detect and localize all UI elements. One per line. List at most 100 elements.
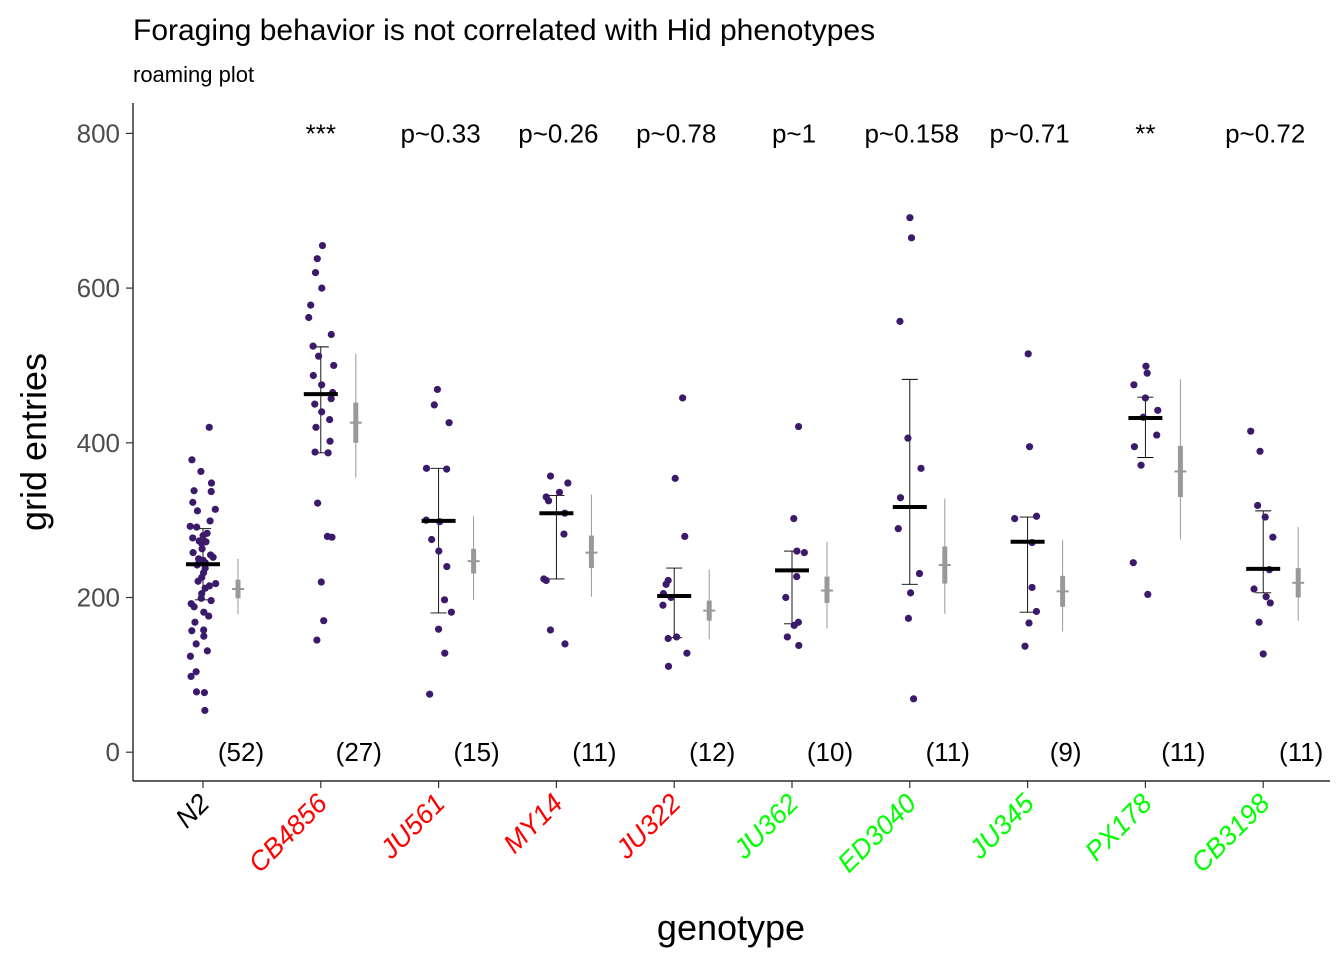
data-point-cb4856 (307, 301, 315, 309)
data-point-n2 (211, 505, 219, 513)
data-point-px178 (1130, 381, 1138, 389)
data-point-ed3040 (894, 525, 902, 533)
data-point-n2 (192, 640, 200, 648)
data-point-my14 (542, 576, 550, 585)
data-point-cb4856 (326, 415, 334, 424)
data-point-px178 (1142, 362, 1150, 370)
data-point-ju322 (662, 580, 670, 588)
x-tick-label-cb4856: CB4856 (243, 787, 334, 878)
data-point-cb4856 (327, 330, 335, 339)
data-point-cb3198 (1269, 533, 1277, 541)
data-point-n2 (209, 553, 217, 561)
data-point-px178 (1130, 443, 1138, 451)
significance-label-px178: ** (1135, 118, 1155, 148)
data-point-n2 (200, 689, 209, 697)
data-point-cb4856 (327, 395, 335, 403)
x-tick-label-my14: MY14 (498, 788, 569, 859)
data-point-ju345 (1024, 350, 1032, 358)
data-point-px178 (1137, 461, 1145, 469)
data-point-ju561 (428, 535, 436, 544)
data-point-px178 (1143, 369, 1151, 377)
y-tick-label: 400 (77, 428, 120, 458)
data-point-ju322 (681, 532, 689, 540)
data-point-n2 (199, 532, 207, 540)
data-point-ju345 (1032, 607, 1041, 616)
chart-title: Foraging behavior is not correlated with… (133, 14, 875, 47)
data-point-ju561 (443, 465, 451, 473)
data-point-ju561 (441, 649, 449, 657)
data-point-ju561 (433, 385, 442, 394)
data-point-ju322 (664, 662, 673, 670)
data-point-px178 (1129, 559, 1137, 567)
data-point-ju362 (790, 515, 798, 523)
data-point-cb4856 (318, 381, 326, 389)
data-point-ju561 (430, 401, 438, 409)
data-point-n2 (193, 507, 202, 515)
data-point-ju345 (1025, 443, 1034, 451)
data-point-n2 (197, 467, 205, 476)
data-point-ju561 (447, 608, 455, 616)
sample-size-label-my14: (11) (572, 737, 616, 767)
y-tick-label: 800 (77, 118, 120, 148)
data-point-ju345 (1025, 619, 1033, 627)
data-point-my14 (564, 479, 572, 487)
data-point-n2 (188, 456, 196, 464)
data-point-ju362 (782, 593, 790, 602)
data-point-cb3198 (1262, 593, 1270, 601)
data-point-n2 (200, 608, 208, 616)
data-point-cb4856 (314, 499, 322, 507)
y-axis-title: grid entries (13, 353, 54, 531)
data-point-ju322 (679, 394, 687, 402)
y-axis-ticks: 0 200 400 600 800 (77, 118, 133, 767)
data-point-my14 (544, 497, 553, 505)
data-point-ju322 (683, 649, 691, 657)
sample-size-label-ju322: (12) (689, 737, 735, 767)
data-point-cb3198 (1247, 427, 1255, 435)
sample-size-label-cb3198: (11) (1279, 737, 1323, 767)
data-point-n2 (193, 523, 201, 531)
significance-label-ju322: p~0.78 (636, 118, 716, 148)
data-point-cb4856 (314, 352, 323, 360)
data-point-ed3040 (904, 614, 913, 622)
data-point-ed3040 (917, 464, 925, 472)
data-point-ed3040 (915, 569, 924, 578)
data-point-n2 (200, 626, 208, 634)
data-point-cb4856 (328, 533, 336, 541)
data-point-ju561 (426, 690, 434, 698)
data-point-n2 (201, 584, 209, 592)
y-tick-label: 600 (77, 273, 120, 303)
data-point-n2 (186, 522, 194, 530)
data-point-cb3198 (1266, 599, 1274, 607)
sample-size-label-ju561: (15) (453, 737, 499, 767)
data-point-my14 (546, 626, 555, 634)
data-point-n2 (207, 479, 216, 487)
significance-label-cb3198: p~0.72 (1225, 118, 1305, 148)
significance-label-cb4856: *** (306, 118, 336, 148)
data-point-px178 (1144, 590, 1152, 599)
y-tick-label: 0 (106, 737, 120, 767)
x-tick-label-cb3198: CB3198 (1185, 788, 1275, 878)
significance-label-ju362: p~1 (772, 118, 816, 148)
data-point-px178 (1141, 394, 1149, 402)
data-point-ed3040 (896, 317, 904, 325)
data-point-my14 (555, 488, 564, 496)
data-point-n2 (187, 672, 195, 680)
x-tick-label-ju322: JU322 (609, 788, 686, 865)
data-point-cb4856 (313, 636, 321, 644)
data-point-n2 (205, 612, 213, 620)
sample-size-label-ju362: (10) (807, 737, 853, 767)
data-point-ju362 (783, 633, 791, 641)
data-point-cb4856 (305, 313, 313, 322)
data-point-ed3040 (904, 434, 912, 442)
sample-size-label-n2: (52) (218, 737, 264, 767)
data-point-n2 (198, 539, 206, 547)
x-tick-label-px178: PX178 (1079, 788, 1158, 867)
data-point-ju362 (795, 641, 803, 650)
sample-size-label-ed3040: (11) (926, 737, 970, 767)
data-point-cb4856 (309, 342, 317, 350)
data-point-px178 (1153, 431, 1161, 439)
data-point-my14 (560, 530, 568, 538)
data-point-cb4856 (317, 578, 325, 586)
data-point-n2 (212, 579, 220, 588)
